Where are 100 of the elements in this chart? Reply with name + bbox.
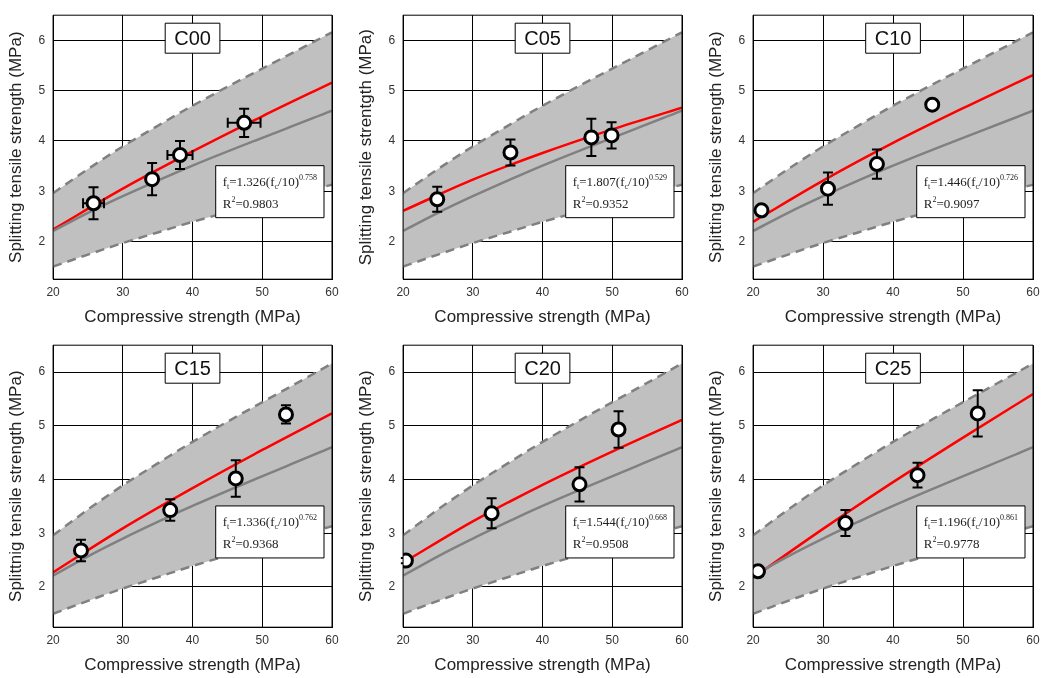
y-tick-label: 6 [388, 364, 396, 379]
text: C15 [174, 356, 211, 379]
x-tick-label: 60 [325, 632, 339, 647]
x-tick-label: 20 [746, 632, 761, 647]
x-tick-label: 30 [816, 284, 831, 299]
y-tick-label: 6 [38, 32, 46, 47]
y-tick-label: 5 [738, 82, 746, 97]
text: C05 [524, 26, 561, 49]
text: C25 [874, 356, 912, 379]
line-series [753, 73, 1033, 224]
x-axis-title: Compressive strength (MPa) [784, 655, 1002, 675]
y-tick-label: 2 [738, 579, 746, 594]
point [72, 542, 89, 559]
point [837, 514, 854, 531]
line-series [53, 362, 332, 537]
line-series [403, 31, 682, 195]
x-tick-label: 50 [956, 632, 971, 647]
x-tick-label: 50 [255, 284, 270, 299]
line-series [53, 81, 332, 231]
y-tick-label: 6 [738, 32, 746, 47]
y-tick-label: 2 [38, 233, 46, 248]
line-series [53, 412, 332, 574]
y-tick-label: 4 [738, 133, 746, 148]
y-tick-label: 3 [738, 525, 746, 540]
point [610, 421, 627, 438]
line-series [403, 106, 682, 213]
text: C10 [874, 26, 912, 49]
y-axis-title: Splitting tensile strength (MPa) [5, 31, 25, 263]
point [227, 470, 244, 487]
y-tick-label: 2 [38, 579, 46, 594]
y-tick-label: 5 [388, 82, 396, 97]
x-tick-label: 40 [535, 632, 550, 647]
x-tick-label: 60 [1026, 284, 1040, 299]
x-axis-title: Compressive strength (MPa) [84, 655, 301, 675]
y-tick-label: 2 [738, 233, 746, 248]
point [583, 129, 600, 146]
point [969, 405, 986, 422]
point [571, 476, 588, 493]
x-axis-title: Compressive strength (MPa) [784, 307, 1002, 327]
x-tick-label: 30 [466, 632, 480, 647]
y-axis-title: Splittnig tensile strength (MPa) [5, 370, 25, 602]
point [144, 171, 161, 188]
line-series [403, 109, 682, 233]
x-tick-label: 30 [816, 632, 831, 647]
y-tick-label: 2 [388, 233, 396, 248]
line-series [53, 109, 332, 233]
line-series [53, 446, 332, 577]
point [483, 505, 500, 522]
x-tick-label: 40 [535, 284, 550, 299]
line-series [403, 446, 682, 577]
x-tick-label: 50 [605, 632, 620, 647]
point [162, 502, 179, 519]
x-tick-label: 40 [886, 284, 901, 299]
line-series [753, 31, 1033, 195]
x-tick-label: 20 [396, 632, 411, 647]
point [502, 144, 519, 161]
y-tick-label: 2 [388, 579, 396, 594]
point [868, 156, 885, 173]
x-tick-label: 20 [46, 632, 61, 647]
y-tick-label: 6 [738, 364, 746, 379]
y-tick-label: 4 [38, 471, 46, 486]
y-tick-label: 3 [388, 525, 396, 540]
x-tick-label: 40 [185, 284, 200, 299]
x-axis-title: Compressive strength (MPa) [434, 655, 651, 675]
x-axis-title: Compressive strength (MPa) [84, 307, 301, 327]
text: C20 [524, 356, 561, 379]
x-tick-label: 60 [675, 284, 689, 299]
x-axis-title: Compressive strength (MPa) [434, 307, 651, 327]
y-tick-label: 5 [38, 82, 46, 97]
point [924, 96, 941, 113]
point [603, 127, 620, 144]
y-tick-label: 6 [38, 364, 46, 379]
x-tick-label: 60 [1026, 632, 1040, 647]
y-tick-label: 5 [38, 418, 46, 433]
y-tick-label: 5 [738, 418, 746, 433]
point [819, 180, 836, 197]
y-axis-title: Splitting tensile strength (MPa) [355, 370, 375, 602]
y-tick-label: 5 [388, 418, 396, 433]
x-tick-label: 30 [116, 284, 130, 299]
x-tick-label: 50 [255, 632, 270, 647]
y-tick-label: 6 [388, 32, 396, 47]
text: C00 [174, 26, 211, 49]
line-series [403, 362, 682, 537]
x-tick-label: 30 [116, 632, 130, 647]
y-axis-title: Splitting tensile strength (MPa) [705, 31, 725, 263]
line-series [53, 31, 332, 195]
y-tick-label: 3 [738, 183, 746, 198]
y-tick-label: 3 [388, 183, 396, 198]
y-tick-label: 3 [38, 183, 46, 198]
x-tick-label: 50 [605, 284, 620, 299]
point [171, 146, 188, 163]
line-series [753, 109, 1033, 233]
x-tick-label: 20 [396, 284, 411, 299]
x-tick-label: 30 [466, 284, 480, 299]
y-tick-label: 4 [738, 471, 746, 486]
x-tick-label: 60 [675, 632, 689, 647]
x-tick-label: 20 [46, 284, 61, 299]
y-tick-label: 4 [388, 133, 396, 148]
point [753, 202, 770, 219]
y-tick-label: 3 [38, 525, 46, 540]
